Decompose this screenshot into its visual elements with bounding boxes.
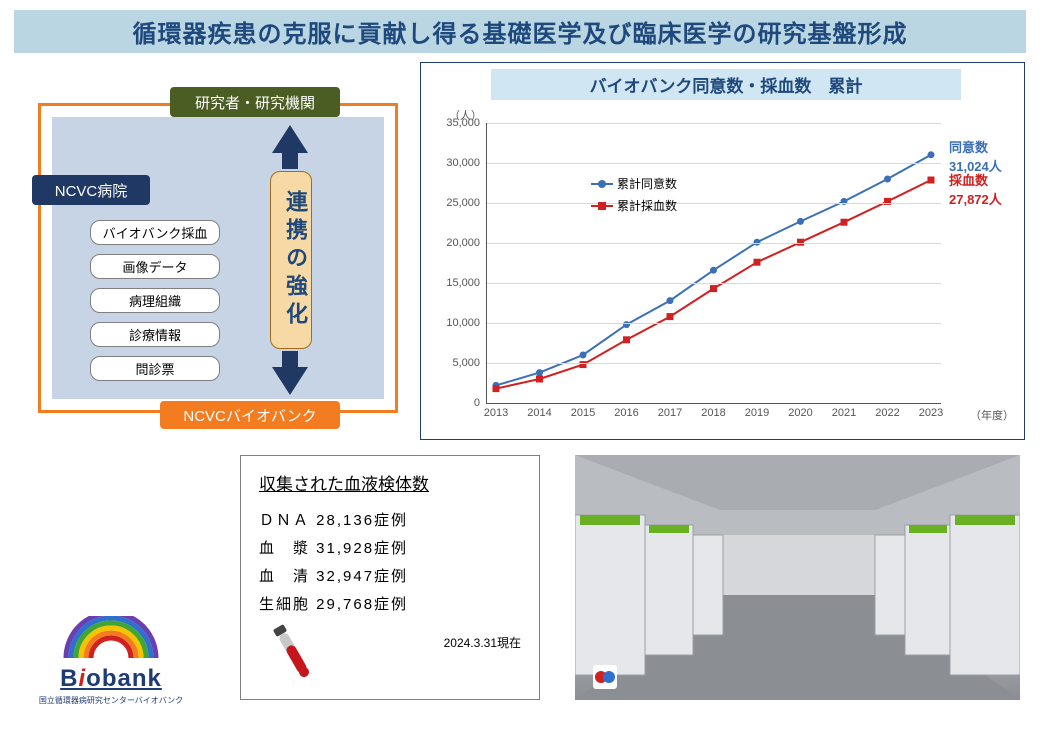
x-tick-label: 2017 (658, 407, 682, 419)
data-pill-4: 問診票 (90, 356, 220, 381)
y-tick-label: 30,000 (446, 157, 480, 169)
node-ncvc-hospital: NCVC病院 (32, 175, 150, 205)
logo-text: Biobank (26, 665, 196, 693)
y-tick-label: 10,000 (446, 317, 480, 329)
freezer-room-photo (575, 455, 1020, 700)
logo-obank: obank (86, 665, 162, 692)
cumulative-chart: バイオバンク同意数・採血数 累計 （人） （年度） 05,00010,00015… (420, 62, 1025, 440)
x-tick-label: 2013 (484, 407, 508, 419)
data-pill-2: 病理組織 (90, 288, 220, 313)
legend-item: 累計採血数 (591, 195, 677, 217)
x-tick-label: 2019 (745, 407, 769, 419)
specimen-counts-box: 収集された血液検体数 ＤＮＡ 28,136症例血 漿 31,928症例血 清 3… (240, 455, 540, 700)
chart-legend: 累計同意数累計採血数 (591, 173, 677, 217)
node-researchers: 研究者・研究機関 (170, 87, 340, 117)
x-tick-label: 2015 (571, 407, 595, 419)
logo-i: i (78, 665, 86, 692)
arrow-down-icon (272, 367, 308, 395)
specimen-row: 生細胞 29,768症例 (259, 593, 521, 614)
x-tick-label: 2018 (701, 407, 725, 419)
specimen-row: 血 清 32,947症例 (259, 565, 521, 586)
rainbow-icon (56, 616, 166, 660)
data-pill-1: 画像データ (90, 254, 220, 279)
y-tick-label: 25,000 (446, 197, 480, 209)
specimen-title: 収集された血液検体数 (259, 470, 521, 495)
specimen-row: 血 漿 31,928症例 (259, 537, 521, 558)
data-pill-3: 診療情報 (90, 322, 220, 347)
specimen-date: 2024.3.31現在 (444, 634, 521, 651)
legend-item: 累計同意数 (591, 173, 677, 195)
node-ncvc-biobank: NCVCバイオバンク (160, 401, 340, 429)
test-tube-icon (266, 620, 320, 686)
y-tick-label: 35,000 (446, 117, 480, 129)
logo-subtext: 国立循環器病研究センターバイオバンク (26, 695, 196, 706)
logo-b: B (60, 665, 78, 692)
arrow-up-icon (272, 125, 308, 153)
x-tick-label: 2016 (614, 407, 638, 419)
chart-title: バイオバンク同意数・採血数 累計 (491, 69, 961, 100)
relationship-diagram: 研究者・研究機関 NCVC病院 NCVCバイオバンク バイオバンク採血画像データ… (30, 75, 400, 435)
x-tick-label: 2014 (527, 407, 551, 419)
y-tick-label: 20,000 (446, 237, 480, 249)
x-tick-label: 2020 (788, 407, 812, 419)
y-tick-label: 5,000 (452, 357, 480, 369)
specimen-row: ＤＮＡ 28,136症例 (259, 509, 521, 530)
y-tick-label: 15,000 (446, 277, 480, 289)
series-end-label: 採血数27,872人 (949, 170, 1002, 208)
plot-area: 05,00010,00015,00020,00025,00030,00035,0… (486, 123, 941, 403)
page-title: 循環器疾患の克服に貢献し得る基礎医学及び臨床医学の研究基盤形成 (14, 10, 1026, 53)
data-pill-0: バイオバンク採血 (90, 220, 220, 245)
x-tick-label: 2021 (832, 407, 856, 419)
x-tick-label: 2022 (875, 407, 899, 419)
y-tick-label: 0 (474, 397, 480, 409)
arrow-stem-up (282, 151, 298, 169)
x-unit-label: （年度） (970, 407, 1014, 423)
biobank-logo: Biobank 国立循環器病研究センターバイオバンク (26, 616, 196, 706)
x-tick-label: 2023 (919, 407, 943, 419)
center-link-label: 連携の強化 (270, 171, 312, 349)
